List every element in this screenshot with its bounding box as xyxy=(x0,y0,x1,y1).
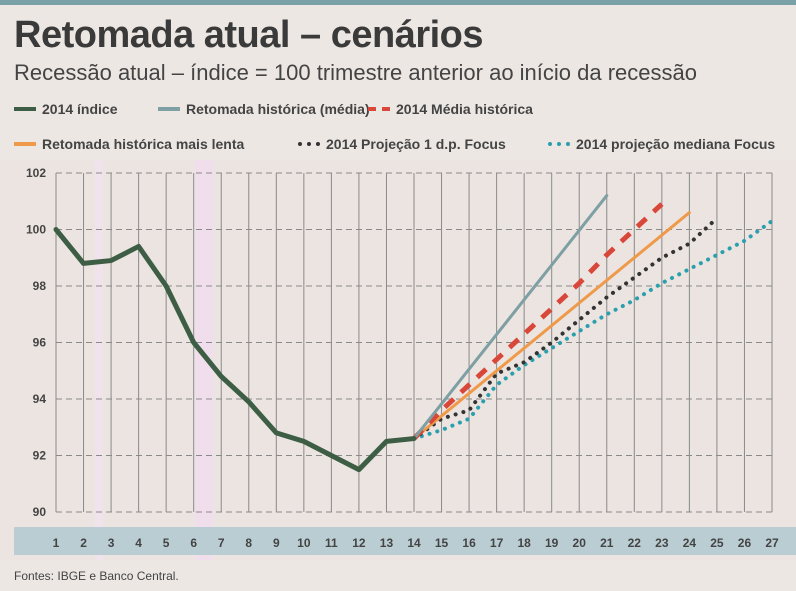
legend-swatch xyxy=(548,142,570,146)
legend-item: 2014 Projeção 1 d.p. Focus xyxy=(298,136,506,152)
x-tick-label: 23 xyxy=(655,536,669,550)
x-tick-label: 27 xyxy=(765,536,779,550)
x-tick-label: 17 xyxy=(490,536,504,550)
x-tick-label: 10 xyxy=(297,536,311,550)
x-tick-label: 9 xyxy=(273,536,280,550)
legend-label: 2014 projeção mediana Focus xyxy=(576,136,776,152)
x-tick-label: 25 xyxy=(710,536,724,550)
x-tick-label: 11 xyxy=(325,536,338,550)
y-tick-label: 92 xyxy=(33,449,47,463)
x-tick-label: 24 xyxy=(683,536,697,550)
legend-item: 2014 Média histórica xyxy=(368,101,533,117)
x-tick-label: 2 xyxy=(80,536,87,550)
legend-swatch xyxy=(368,107,390,111)
x-tick-label: 22 xyxy=(628,536,642,550)
x-tick-label: 19 xyxy=(545,536,559,550)
y-tick-label: 94 xyxy=(33,392,47,406)
chart-subtitle: Recessão atual – índice = 100 trimestre … xyxy=(14,60,697,85)
x-tick-label: 7 xyxy=(218,536,225,550)
legend-item: Retomada histórica (média) xyxy=(158,101,370,117)
x-tick-label: 6 xyxy=(190,536,197,550)
y-tick-label: 102 xyxy=(26,166,46,180)
legend-swatch xyxy=(14,107,36,111)
x-tick-label: 13 xyxy=(380,536,394,550)
x-tick-label: 1 xyxy=(53,536,60,550)
x-tick-label: 21 xyxy=(600,536,614,550)
series-line-5 xyxy=(412,216,719,441)
legend-label: Retomada histórica mais lenta xyxy=(42,136,245,152)
x-tick-label: 26 xyxy=(738,536,752,550)
legend-item: 2014 projeção mediana Focus xyxy=(548,136,775,152)
x-tick-label: 4 xyxy=(135,536,142,550)
x-tick-label: 5 xyxy=(163,536,170,550)
x-tick-label: 12 xyxy=(352,536,366,550)
legend-label: 2014 Projeção 1 d.p. Focus xyxy=(326,136,506,152)
y-tick-label: 90 xyxy=(33,505,47,519)
print-streak xyxy=(195,160,213,560)
x-axis-band xyxy=(14,527,796,555)
y-tick-label: 98 xyxy=(33,279,47,293)
legend-swatch xyxy=(298,142,320,146)
top-rule xyxy=(0,0,796,5)
legend-label: Retomada histórica (média) xyxy=(186,101,370,117)
legend-swatch xyxy=(14,142,36,146)
print-streak xyxy=(95,160,103,560)
chart-title: Retomada atual – cenários xyxy=(14,14,484,56)
source-note: Fontes: IBGE e Banco Central. xyxy=(14,569,179,583)
x-tick-label: 15 xyxy=(435,536,449,550)
x-tick-label: 18 xyxy=(517,536,531,550)
legend-label: 2014 Média histórica xyxy=(396,101,533,117)
series-line-4 xyxy=(412,211,691,441)
x-tick-label: 16 xyxy=(462,536,476,550)
x-tick-label: 20 xyxy=(573,536,587,550)
y-tick-label: 100 xyxy=(26,223,46,237)
legend-item: 2014 índice xyxy=(14,101,118,117)
legend-swatch xyxy=(158,107,180,111)
x-tick-label: 8 xyxy=(245,536,252,550)
series-line-1 xyxy=(53,227,417,473)
legend-item: Retomada histórica mais lenta xyxy=(14,136,244,152)
x-tick-label: 14 xyxy=(407,536,421,550)
y-tick-label: 96 xyxy=(33,336,47,350)
series-line-6 xyxy=(412,219,774,441)
plot-background xyxy=(0,160,796,560)
x-tick-label: 3 xyxy=(108,536,115,550)
legend-label: 2014 índice xyxy=(42,101,118,117)
series-line-2 xyxy=(412,194,609,441)
